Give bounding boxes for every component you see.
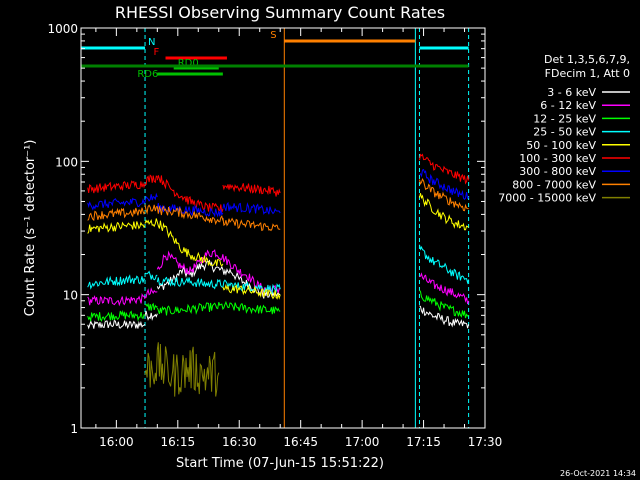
state-label-n: N bbox=[148, 37, 155, 48]
x-tick-label-16-45: 16:45 bbox=[283, 435, 318, 449]
y-tick-label-10: 10 bbox=[63, 289, 78, 303]
state-label-s: S bbox=[270, 30, 276, 41]
legend-label-50-100-kev: 50 - 100 keV bbox=[526, 139, 596, 152]
x-tick-label-16-15: 16:15 bbox=[161, 435, 196, 449]
legend-label-100-300-kev: 100 - 300 keV bbox=[519, 152, 596, 165]
series-7000-15000-kev-segment-0 bbox=[144, 342, 220, 397]
series-25-50-kev-segment-3 bbox=[419, 244, 470, 285]
series-25-50-kev-segment-2 bbox=[156, 276, 281, 295]
series-layer bbox=[87, 153, 470, 397]
x-tick-label-16-30: 16:30 bbox=[222, 435, 257, 449]
legend-label-300-800-kev: 300 - 800 keV bbox=[519, 165, 596, 178]
series-3-6-kev-segment-1 bbox=[144, 310, 158, 321]
series-100-300-kev-segment-4 bbox=[419, 153, 470, 185]
legend-label-25-50-kev: 25 - 50 keV bbox=[533, 126, 596, 139]
series-12-25-kev-segment-2 bbox=[156, 300, 281, 316]
series-12-25-kev-segment-0 bbox=[87, 309, 146, 322]
legend-label-12-25-kev: 12 - 25 keV bbox=[533, 112, 596, 125]
series-7000-15000-kev bbox=[144, 342, 220, 397]
plot-frame bbox=[80, 27, 486, 429]
series-50-100-kev-segment-2 bbox=[156, 220, 224, 267]
series-50-100-kev-segment-4 bbox=[419, 193, 469, 231]
series-25-50-kev-segment-1 bbox=[144, 270, 158, 281]
x-tick-label-16-00: 16:00 bbox=[99, 435, 134, 449]
series-12-25-kev-segment-3 bbox=[419, 289, 469, 319]
series-50-100-kev-segment-3 bbox=[222, 283, 281, 300]
axes-layer: 1 10 100 1000 16:00 16:15 16:30 16:45 17:00 17:15… bbox=[47, 22, 502, 449]
y-tick-label-1000: 1000 bbox=[47, 22, 78, 36]
series-50-100-kev-segment-0 bbox=[87, 221, 146, 234]
x-axis-label: Start Time (07-Jun-15 15:51:22) bbox=[176, 456, 384, 471]
legend-header-line-1: Det 1,3,5,6,7,9, bbox=[544, 53, 630, 66]
state-label-f: F bbox=[154, 47, 160, 58]
series-300-800-kev bbox=[87, 168, 469, 218]
series-3-6-kev-segment-0 bbox=[87, 319, 146, 330]
y-tick-label-100: 100 bbox=[55, 155, 78, 169]
series-800-7000-kev bbox=[87, 177, 469, 232]
series-300-800-kev-segment-3 bbox=[222, 201, 281, 215]
series-6-12-kev-segment-0 bbox=[87, 292, 146, 307]
series-800-7000-kev-segment-4 bbox=[419, 177, 469, 212]
legend-label-3-6-kev: 3 - 6 keV bbox=[547, 86, 596, 99]
series-300-800-kev-segment-1 bbox=[144, 192, 158, 203]
series-6-12-kev-segment-3 bbox=[419, 272, 470, 305]
series-100-300-kev bbox=[87, 153, 470, 213]
series-800-7000-kev-segment-3 bbox=[222, 217, 281, 232]
state-label-rd6: RD6 bbox=[137, 69, 158, 80]
series-100-300-kev-segment-3 bbox=[222, 183, 281, 197]
series-800-7000-kev-segment-0 bbox=[87, 207, 146, 222]
x-tick-label-17-30: 17:30 bbox=[468, 435, 503, 449]
series-12-25-kev bbox=[87, 289, 469, 322]
series-300-800-kev-segment-4 bbox=[419, 168, 469, 201]
annotations-layer: NF RD0 RD6 S bbox=[81, 30, 469, 80]
series-6-12-kev-segment-1 bbox=[144, 287, 158, 298]
series-300-800-kev-segment-0 bbox=[87, 197, 146, 211]
x-tick-label-17-15: 17:15 bbox=[406, 435, 441, 449]
footer-timestamp: 26-Oct-2021 14:34 bbox=[560, 469, 636, 478]
series-100-300-kev-segment-2 bbox=[156, 175, 224, 213]
chart-title: RHESSI Observing Summary Count Rates bbox=[115, 3, 445, 22]
legend-header-line-2: FDecim 1, Att 0 bbox=[545, 67, 630, 80]
x-tick-label-17-00: 17:00 bbox=[345, 435, 380, 449]
series-25-50-kev bbox=[87, 244, 470, 295]
y-tick-label-1: 1 bbox=[70, 422, 78, 436]
state-label-rd0: RD0 bbox=[178, 58, 199, 69]
series-800-7000-kev-segment-2 bbox=[156, 205, 224, 226]
series-25-50-kev-segment-0 bbox=[87, 274, 146, 290]
series-100-300-kev-segment-1 bbox=[144, 174, 158, 186]
series-12-25-kev-segment-1 bbox=[144, 302, 158, 311]
legend-label-6-12-kev: 6 - 12 keV bbox=[540, 99, 596, 112]
y-axis-label: Count Rate (s⁻¹ detector⁻¹) bbox=[23, 140, 38, 317]
series-800-7000-kev-segment-1 bbox=[144, 204, 158, 215]
series-50-100-kev-segment-1 bbox=[144, 218, 158, 228]
legend-label-800-7000-kev: 800 - 7000 keV bbox=[512, 178, 596, 191]
legend-label-7000-15000-kev: 7000 - 15000 keV bbox=[498, 192, 596, 205]
series-50-100-kev bbox=[87, 193, 469, 300]
series-100-300-kev-segment-0 bbox=[87, 180, 146, 194]
series-3-6-kev-segment-3 bbox=[419, 305, 470, 329]
